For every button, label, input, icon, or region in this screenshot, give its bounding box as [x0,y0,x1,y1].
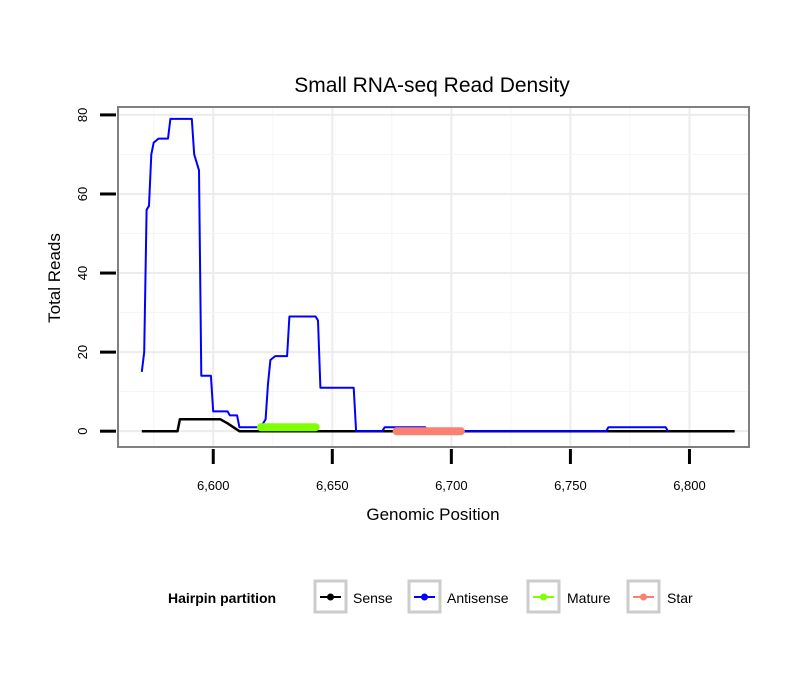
series-layer [140,117,735,436]
chart-title: Small RNA-seq Read Density [294,74,570,97]
legend-item-sense: Sense [313,579,393,614]
legend-label: Mature [567,590,611,606]
legend-label: Star [667,590,693,606]
x-tick-label: 6,750 [554,478,587,493]
y-tick-label: 20 [75,345,90,359]
legend-label: Antisense [447,590,509,606]
grid [118,107,749,447]
x-tick-label: 6,600 [197,478,230,493]
plot-panel-border [117,106,750,448]
x-tick-label: 6,650 [316,478,349,493]
y-tick-label: 40 [75,266,90,280]
x-axis: 6,600 6,650 6,700 6,750 6,800 [197,449,706,493]
x-axis-title: Genomic Position [366,505,499,524]
y-tick-label: 80 [75,108,90,122]
y-axis: 0 20 40 60 80 [75,108,116,435]
legend: Hairpin partition Sense Antisense Mature St… [168,579,693,614]
series-line-sense [141,418,735,433]
series-line-antisense [140,117,669,433]
x-tick-label: 6,800 [673,478,706,493]
legend-key-dot [327,593,334,601]
y-axis-title: Total Reads [45,233,64,323]
legend-label: Sense [353,590,393,606]
x-tick-label: 6,700 [435,478,468,493]
legend-item-mature: Mature [526,579,611,614]
legend-item-antisense: Antisense [407,579,509,614]
y-tick-label: 60 [75,187,90,201]
legend-key-dot [421,593,428,601]
legend-item-star: Star [626,579,693,614]
y-tick-label: 0 [75,428,90,435]
legend-key-dot [540,593,547,601]
legend-title: Hairpin partition [168,590,276,606]
legend-key-dot [640,593,647,601]
